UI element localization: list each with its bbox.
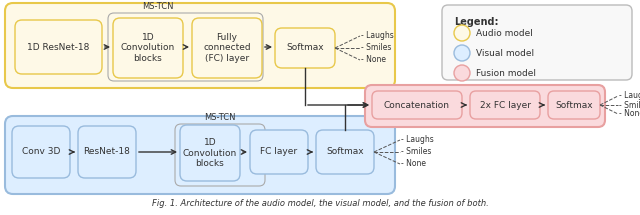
Text: - Smiles: - Smiles — [361, 43, 392, 52]
FancyBboxPatch shape — [180, 125, 240, 181]
FancyBboxPatch shape — [275, 28, 335, 68]
Circle shape — [454, 45, 470, 61]
FancyBboxPatch shape — [192, 18, 262, 78]
FancyBboxPatch shape — [365, 85, 605, 127]
Text: 1D
Convolution
blocks: 1D Convolution blocks — [183, 138, 237, 168]
FancyBboxPatch shape — [316, 130, 374, 174]
FancyBboxPatch shape — [470, 91, 540, 119]
FancyBboxPatch shape — [78, 126, 136, 178]
FancyBboxPatch shape — [5, 3, 395, 88]
Text: - Laughs: - Laughs — [401, 135, 434, 144]
Text: - Laughs: - Laughs — [361, 32, 394, 40]
Text: 1D
Convolution
blocks: 1D Convolution blocks — [121, 33, 175, 63]
Text: Fusion model: Fusion model — [476, 69, 536, 77]
Text: Softmax: Softmax — [286, 43, 324, 52]
Text: Fully
connected
(FC) layer: Fully connected (FC) layer — [203, 33, 251, 63]
Text: - Laughs: - Laughs — [619, 92, 640, 100]
Text: 2x FC layer: 2x FC layer — [479, 100, 531, 109]
FancyBboxPatch shape — [250, 130, 308, 174]
Text: FC layer: FC layer — [260, 147, 298, 157]
Circle shape — [454, 25, 470, 41]
Text: - Smiles: - Smiles — [401, 147, 431, 157]
Text: - None: - None — [401, 160, 426, 169]
Text: Legend:: Legend: — [454, 17, 499, 27]
Text: Conv 3D: Conv 3D — [22, 147, 60, 157]
FancyBboxPatch shape — [372, 91, 462, 119]
Text: Softmax: Softmax — [326, 147, 364, 157]
Text: Softmax: Softmax — [555, 100, 593, 109]
Text: Visual model: Visual model — [476, 49, 534, 57]
Text: ResNet-18: ResNet-18 — [84, 147, 131, 157]
Text: - None: - None — [619, 109, 640, 118]
FancyBboxPatch shape — [548, 91, 600, 119]
Text: - None: - None — [361, 55, 386, 64]
Text: Audio model: Audio model — [476, 29, 533, 37]
FancyBboxPatch shape — [5, 116, 395, 194]
FancyBboxPatch shape — [15, 20, 102, 74]
FancyBboxPatch shape — [12, 126, 70, 178]
FancyBboxPatch shape — [442, 5, 632, 80]
Text: Concatenation: Concatenation — [384, 100, 450, 109]
Text: 1D ResNet-18: 1D ResNet-18 — [28, 43, 90, 52]
Text: MS-TCN: MS-TCN — [204, 113, 236, 122]
Text: MS-TCN: MS-TCN — [142, 2, 173, 11]
Circle shape — [454, 65, 470, 81]
FancyBboxPatch shape — [113, 18, 183, 78]
Text: Fig. 1. Architecture of the audio model, the visual model, and the fusion of bot: Fig. 1. Architecture of the audio model,… — [152, 199, 488, 208]
Text: - Smiles: - Smiles — [619, 100, 640, 109]
